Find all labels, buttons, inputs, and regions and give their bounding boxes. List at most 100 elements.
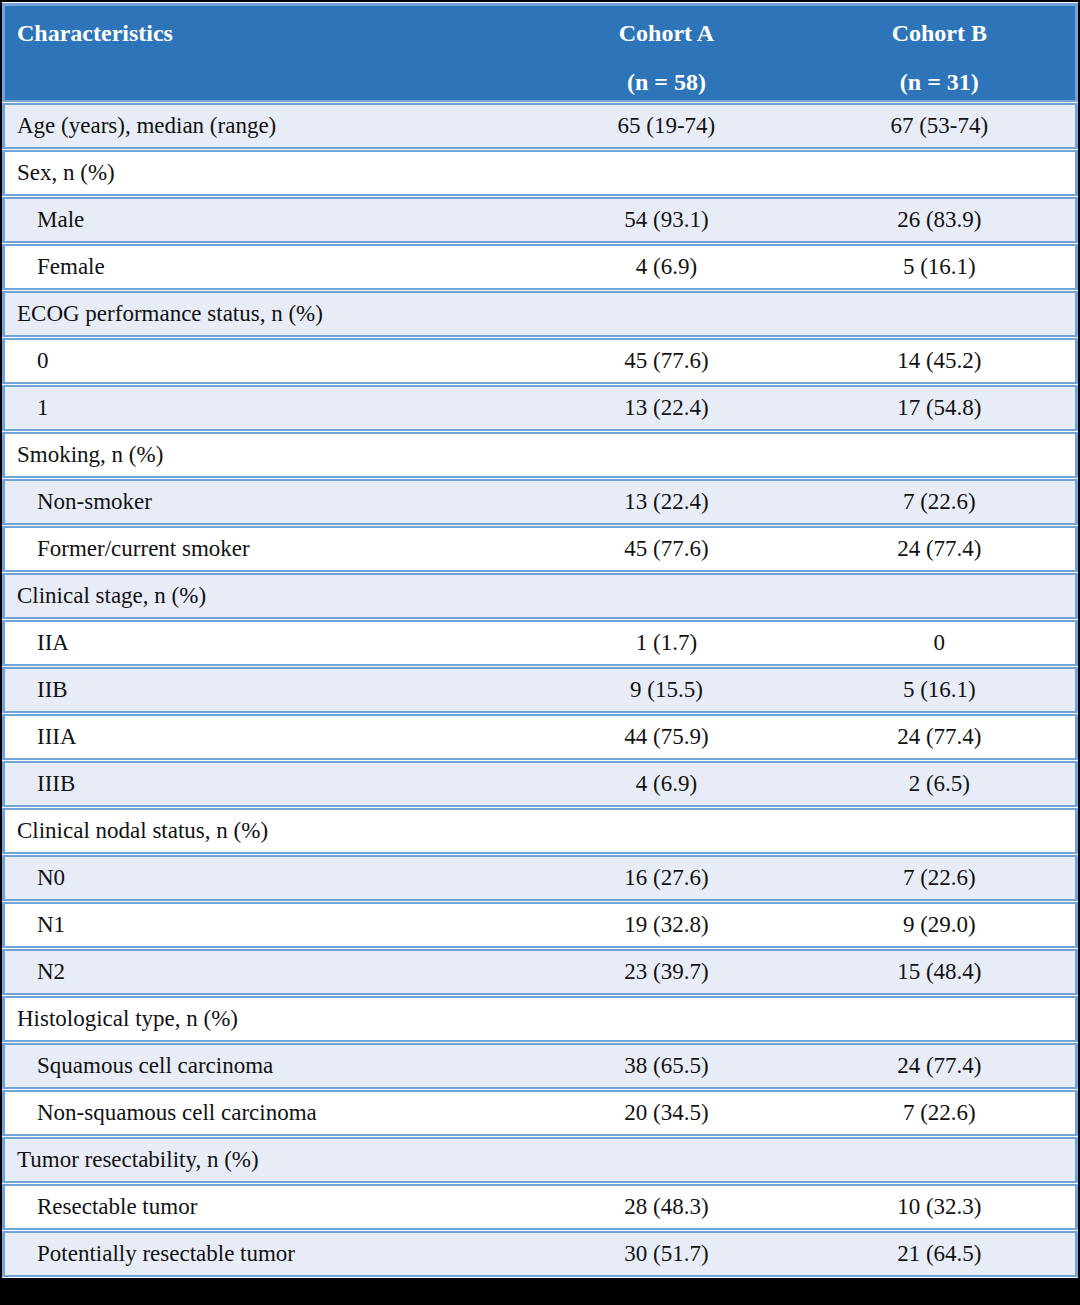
cohort-b-value bbox=[804, 996, 1078, 1042]
table-row: Squamous cell carcinoma 38 (65.5) 24 (77… bbox=[2, 1043, 1078, 1089]
cohort-b-value: 15 (48.4) bbox=[804, 949, 1078, 995]
cohort-a-value: 4 (6.9) bbox=[529, 244, 803, 290]
row-label: IIIA bbox=[2, 714, 529, 760]
table-row: ECOG performance status, n (%) bbox=[2, 291, 1078, 337]
cohort-b-value bbox=[804, 291, 1078, 337]
table-row: Clinical nodal status, n (%) bbox=[2, 808, 1078, 854]
row-label: Clinical nodal status, n (%) bbox=[2, 808, 529, 854]
row-label: 0 bbox=[2, 338, 529, 384]
cohort-b-value: 5 (16.1) bbox=[804, 667, 1078, 713]
header-cohort-a-label: Cohort A bbox=[529, 20, 803, 47]
cohort-b-value: 0 bbox=[804, 620, 1078, 666]
table-row: N0 16 (27.6) 7 (22.6) bbox=[2, 855, 1078, 901]
row-label: Resectable tumor bbox=[2, 1184, 529, 1230]
row-label: N2 bbox=[2, 949, 529, 995]
cohort-a-value: 9 (15.5) bbox=[529, 667, 803, 713]
table-row: Age (years), median (range) 65 (19-74) 6… bbox=[2, 103, 1078, 149]
table-body: Age (years), median (range) 65 (19-74) 6… bbox=[2, 103, 1078, 1277]
table-row: Clinical stage, n (%) bbox=[2, 573, 1078, 619]
row-label: IIIB bbox=[2, 761, 529, 807]
row-label: Female bbox=[2, 244, 529, 290]
row-label: ECOG performance status, n (%) bbox=[2, 291, 529, 337]
cohort-a-value bbox=[529, 573, 803, 619]
cohort-a-value: 30 (51.7) bbox=[529, 1231, 803, 1277]
table-row: Female 4 (6.9) 5 (16.1) bbox=[2, 244, 1078, 290]
row-label: N1 bbox=[2, 902, 529, 948]
row-label: Squamous cell carcinoma bbox=[2, 1043, 529, 1089]
row-label: IIA bbox=[2, 620, 529, 666]
cohort-b-value bbox=[804, 808, 1078, 854]
header-cohort-b-n: (n = 31) bbox=[804, 69, 1075, 96]
row-label: Tumor resectability, n (%) bbox=[2, 1137, 529, 1183]
cohort-a-value: 44 (75.9) bbox=[529, 714, 803, 760]
row-label: N0 bbox=[2, 855, 529, 901]
cohort-b-value: 24 (77.4) bbox=[804, 714, 1078, 760]
cohort-b-value: 2 (6.5) bbox=[804, 761, 1078, 807]
table-row: Potentially resectable tumor 30 (51.7) 2… bbox=[2, 1231, 1078, 1277]
table-row: 0 45 (77.6) 14 (45.2) bbox=[2, 338, 1078, 384]
cohort-a-value bbox=[529, 432, 803, 478]
table-row: Sex, n (%) bbox=[2, 150, 1078, 196]
cohort-a-value: 38 (65.5) bbox=[529, 1043, 803, 1089]
row-label: 1 bbox=[2, 385, 529, 431]
table-row: 1 13 (22.4) 17 (54.8) bbox=[2, 385, 1078, 431]
cohort-a-value: 20 (34.5) bbox=[529, 1090, 803, 1136]
header-characteristics-label: Characteristics bbox=[17, 20, 529, 47]
cohort-b-value bbox=[804, 1137, 1078, 1183]
cohort-a-value: 19 (32.8) bbox=[529, 902, 803, 948]
header-characteristics: Characteristics bbox=[2, 3, 529, 102]
table-row: Former/current smoker 45 (77.6) 24 (77.4… bbox=[2, 526, 1078, 572]
cohort-a-value bbox=[529, 150, 803, 196]
cohort-b-value: 7 (22.6) bbox=[804, 1090, 1078, 1136]
header-cohort-a: Cohort A (n = 58) bbox=[529, 3, 803, 102]
table-row: N2 23 (39.7) 15 (48.4) bbox=[2, 949, 1078, 995]
cohort-a-value: 45 (77.6) bbox=[529, 526, 803, 572]
table-row: IIB 9 (15.5) 5 (16.1) bbox=[2, 667, 1078, 713]
table-row: Resectable tumor 28 (48.3) 10 (32.3) bbox=[2, 1184, 1078, 1230]
cohort-a-value: 13 (22.4) bbox=[529, 385, 803, 431]
cohort-a-value: 23 (39.7) bbox=[529, 949, 803, 995]
row-label: Former/current smoker bbox=[2, 526, 529, 572]
row-label: IIB bbox=[2, 667, 529, 713]
cohort-b-value: 67 (53-74) bbox=[804, 103, 1078, 149]
table-header-row: Characteristics Cohort A (n = 58) Cohort… bbox=[2, 3, 1078, 102]
cohort-b-value: 21 (64.5) bbox=[804, 1231, 1078, 1277]
cohort-b-value: 7 (22.6) bbox=[804, 855, 1078, 901]
table-row: Non-squamous cell carcinoma 20 (34.5) 7 … bbox=[2, 1090, 1078, 1136]
cohort-b-value: 9 (29.0) bbox=[804, 902, 1078, 948]
table-row: Smoking, n (%) bbox=[2, 432, 1078, 478]
cohort-a-value: 45 (77.6) bbox=[529, 338, 803, 384]
cohort-a-value: 16 (27.6) bbox=[529, 855, 803, 901]
row-label: Potentially resectable tumor bbox=[2, 1231, 529, 1277]
table-row: IIIB 4 (6.9) 2 (6.5) bbox=[2, 761, 1078, 807]
cohort-b-value bbox=[804, 150, 1078, 196]
row-label: Age (years), median (range) bbox=[2, 103, 529, 149]
cohort-b-value: 24 (77.4) bbox=[804, 526, 1078, 572]
cohort-a-value bbox=[529, 996, 803, 1042]
cohort-b-value: 14 (45.2) bbox=[804, 338, 1078, 384]
table-row: IIA 1 (1.7) 0 bbox=[2, 620, 1078, 666]
cohort-a-value: 65 (19-74) bbox=[529, 103, 803, 149]
table-row: Histological type, n (%) bbox=[2, 996, 1078, 1042]
table-row: N1 19 (32.8) 9 (29.0) bbox=[2, 902, 1078, 948]
header-cohort-b-label: Cohort B bbox=[804, 20, 1075, 47]
cohort-a-value: 54 (93.1) bbox=[529, 197, 803, 243]
cohort-b-value: 17 (54.8) bbox=[804, 385, 1078, 431]
cohort-b-value: 26 (83.9) bbox=[804, 197, 1078, 243]
table-frame: Characteristics Cohort A (n = 58) Cohort… bbox=[0, 0, 1080, 1300]
table-row: IIIA 44 (75.9) 24 (77.4) bbox=[2, 714, 1078, 760]
cohort-a-value: 13 (22.4) bbox=[529, 479, 803, 525]
row-label: Non-smoker bbox=[2, 479, 529, 525]
header-cohort-b: Cohort B (n = 31) bbox=[804, 3, 1078, 102]
cohort-b-value: 10 (32.3) bbox=[804, 1184, 1078, 1230]
header-cohort-a-n: (n = 58) bbox=[529, 69, 803, 96]
table-row: Male 54 (93.1) 26 (83.9) bbox=[2, 197, 1078, 243]
row-label: Histological type, n (%) bbox=[2, 996, 529, 1042]
patient-characteristics-table: Characteristics Cohort A (n = 58) Cohort… bbox=[2, 2, 1078, 1278]
cohort-a-value: 28 (48.3) bbox=[529, 1184, 803, 1230]
cohort-a-value: 4 (6.9) bbox=[529, 761, 803, 807]
cohort-b-value bbox=[804, 573, 1078, 619]
cohort-b-value bbox=[804, 432, 1078, 478]
row-label: Sex, n (%) bbox=[2, 150, 529, 196]
table-row: Non-smoker 13 (22.4) 7 (22.6) bbox=[2, 479, 1078, 525]
